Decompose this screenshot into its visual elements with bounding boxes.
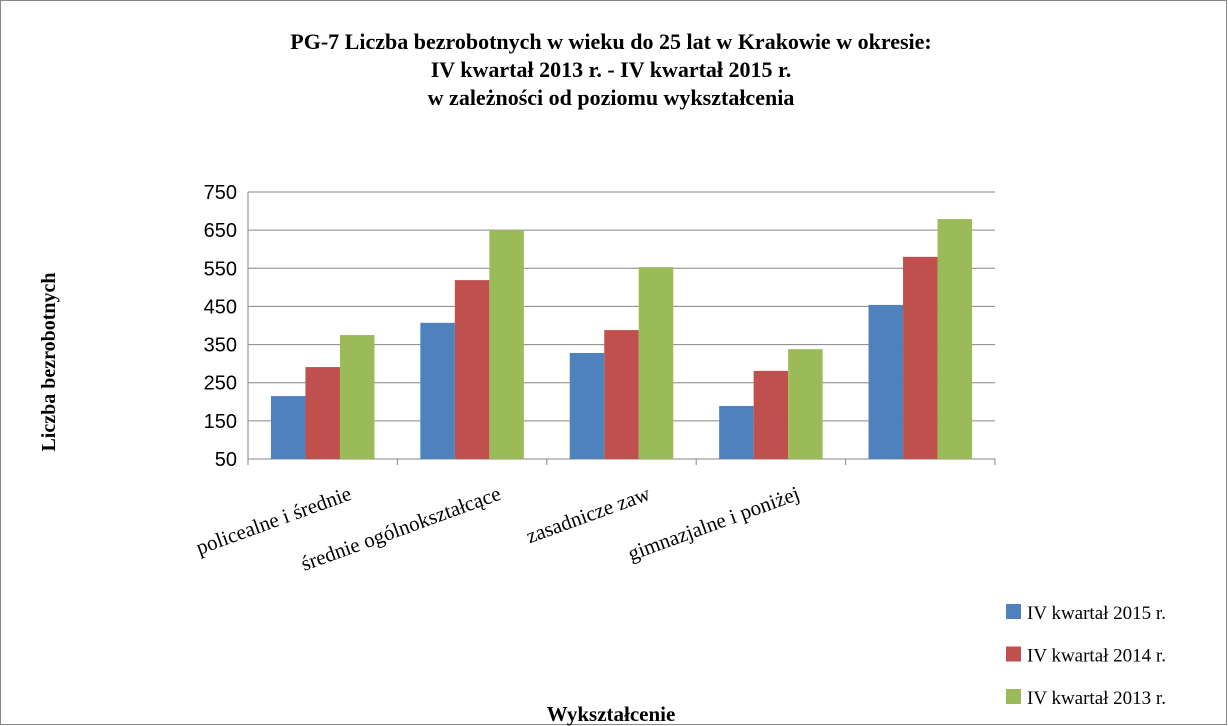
bar <box>604 330 639 459</box>
legend-label: IV kwartał 2014 r. <box>1027 646 1166 667</box>
bar <box>489 230 524 459</box>
bar <box>903 256 938 459</box>
y-tick-label: 450 <box>204 296 237 318</box>
bar <box>719 405 754 459</box>
legend-swatch <box>1006 604 1021 619</box>
x-axis-label: Wykształcenie <box>547 702 676 726</box>
y-tick-label: 250 <box>204 373 237 395</box>
bar <box>569 352 605 459</box>
bar <box>454 280 490 459</box>
legend-label: IV kwartał 2015 r. <box>1027 603 1166 624</box>
title-line: w zależności od poziomu wykształcenia <box>428 85 795 110</box>
y-axis-label: Liczba bezrobotnych <box>38 272 60 451</box>
bar <box>868 304 904 459</box>
chart-title: PG-7 Liczba bezrobotnych w wieku do 25 l… <box>290 29 931 110</box>
bar <box>753 370 789 459</box>
bar <box>788 349 823 459</box>
y-tick-label: 550 <box>204 258 237 280</box>
bar <box>638 267 674 459</box>
bar <box>270 396 306 459</box>
y-tick-label: 750 <box>204 182 237 204</box>
title-line: IV kwartał 2013 r. - IV kwartał 2015 r. <box>431 57 792 82</box>
y-tick-label: 350 <box>204 335 237 357</box>
title-line: PG-7 Liczba bezrobotnych w wieku do 25 l… <box>290 29 931 54</box>
bar <box>339 335 375 459</box>
y-tick-label: 50 <box>215 449 237 471</box>
legend-label: IV kwartał 2013 r. <box>1027 688 1166 709</box>
y-tick-label: 650 <box>204 220 237 242</box>
bar <box>420 322 455 459</box>
y-tick-label: 150 <box>204 411 237 433</box>
bar <box>937 219 973 459</box>
legend-swatch <box>1006 689 1021 704</box>
legend-swatch <box>1006 646 1021 662</box>
bar <box>305 367 340 459</box>
